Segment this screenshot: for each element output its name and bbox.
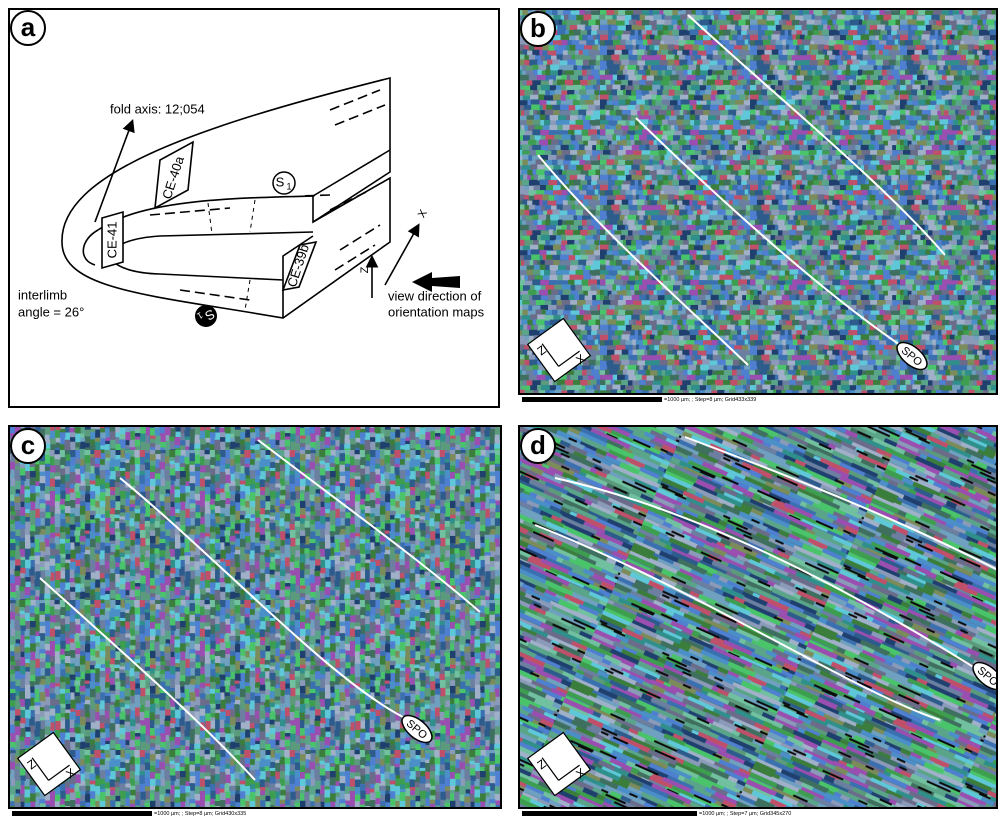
orientation-map — [518, 8, 998, 394]
annotation: interlimb — [18, 287, 67, 302]
annotation: angle = 26° — [18, 304, 84, 319]
annotation: orientation maps — [388, 304, 485, 319]
map: SPO — [518, 8, 998, 394]
panel-label: a — [21, 12, 36, 42]
foliation-symbol: S — [276, 174, 285, 189]
orientation-map — [518, 425, 998, 808]
scale-text: =1000 µm; ; Step=8 µm; Grid433x339 — [664, 397, 756, 403]
panel-label: c — [21, 430, 35, 460]
annotation: view direction of — [388, 288, 482, 303]
scale-bar — [522, 811, 697, 816]
scale-text: =1000 µm; ; Step=8 µm; Grid430x335 — [154, 811, 246, 817]
scale-text: =1000 µm; ; Step=7 µm; Grid345x270 — [699, 811, 791, 817]
scale-bar — [522, 397, 662, 402]
panel-a: a fold axis: 12;054 CE-40a CE-41 CE-39b … — [9, 9, 499, 407]
axis-label: Z — [359, 266, 371, 273]
scale-bar — [12, 811, 152, 816]
foliation-index: 1 — [286, 181, 291, 191]
panel-label: b — [530, 13, 546, 43]
map: SPO — [518, 425, 998, 808]
annotation: fold axis: 12;054 — [110, 101, 205, 116]
map: SPO — [8, 425, 502, 808]
figure: a fold axis: 12;054 CE-40a CE-41 CE-39b … — [0, 0, 998, 822]
panel-label: d — [530, 430, 546, 460]
sample-label: CE-41 — [104, 222, 119, 259]
